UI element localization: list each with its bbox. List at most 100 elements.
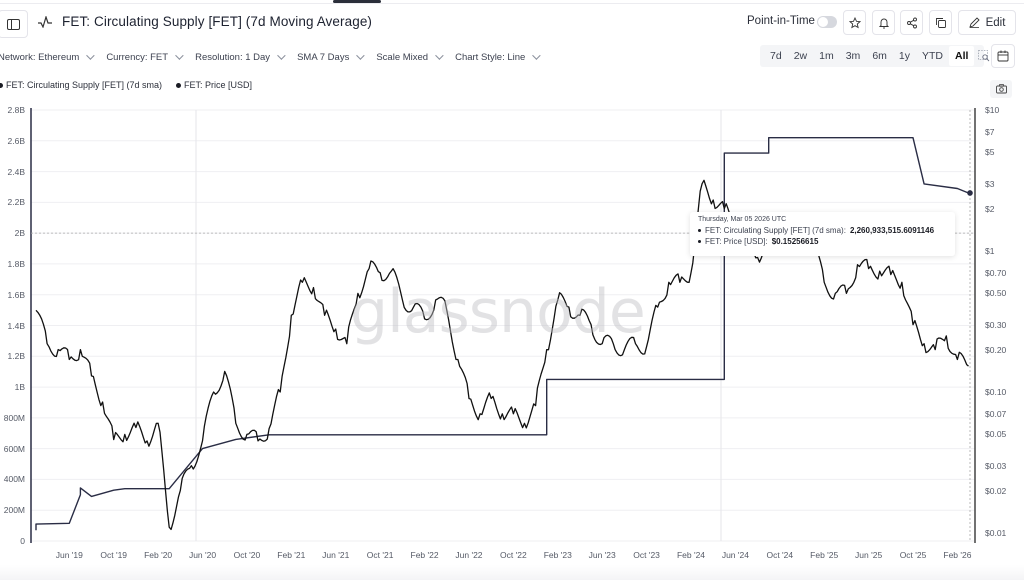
range-all[interactable]: All	[949, 46, 975, 66]
x-tick-label: Jun '24	[721, 550, 749, 560]
point-in-time-toggle[interactable]	[817, 16, 837, 28]
x-tick-label: Jun '23	[588, 550, 616, 560]
legend-item-price[interactable]: FET: Price [USD]	[176, 80, 252, 90]
filter-label: Chart Style: Line	[455, 51, 526, 63]
x-tick-label: Oct '25	[899, 550, 927, 560]
share-icon	[906, 17, 917, 28]
range-1y[interactable]: 1y	[898, 50, 910, 62]
watermark: glassnode	[350, 277, 646, 347]
chart-legend: FET: Circulating Supply [FET] (7d sma) F…	[0, 80, 252, 90]
y-right-tick-label: $0.01	[985, 528, 1007, 538]
filter-bar: Network: Ethereum Currency: FET Resoluti…	[0, 50, 552, 64]
chart-style-filter[interactable]: Chart Style: Line	[455, 50, 550, 64]
date-picker-button[interactable]	[991, 44, 1015, 68]
legend-label: FET: Circulating Supply [FET] (7d sma)	[6, 80, 163, 90]
supply-series-line	[35, 136, 969, 531]
filter-label: Currency: FET	[106, 51, 169, 63]
sidebar-icon	[6, 18, 20, 30]
y-left-tick-label: 1.2B	[7, 351, 26, 362]
bottom-edge	[0, 565, 1024, 580]
alert-button[interactable]	[872, 10, 895, 35]
range-7d[interactable]: 7d	[770, 50, 782, 62]
filter-label: Scale Mixed	[376, 51, 429, 63]
range-2w[interactable]: 2w	[793, 50, 808, 62]
y-right-tick-label: $0.10	[985, 387, 1007, 397]
y-left-tick-label: 1B	[14, 382, 25, 393]
x-tick-label: Jun '22	[455, 550, 483, 560]
x-tick-label: Oct '22	[500, 550, 527, 560]
x-tick-label: Jun '21	[322, 550, 350, 560]
network-filter[interactable]: Network: Ethereum	[0, 50, 104, 64]
x-tick-label: Jun '20	[188, 550, 217, 560]
active-tab-indicator	[333, 0, 381, 3]
zoom-select-button[interactable]	[978, 49, 990, 63]
camera-icon	[995, 84, 1007, 94]
y-right-tick-label: $0.70	[985, 267, 1007, 278]
chart-tooltip: Thursday, Mar 05 2026 UTC FET: Circulati…	[690, 212, 955, 256]
tooltip-row-price: FET: Price [USD]: $0.15256615	[698, 236, 947, 247]
range-1m[interactable]: 1m	[819, 50, 834, 62]
sidebar-toggle-button[interactable]	[0, 10, 28, 38]
tooltip-value: 2,260,933,515.6091146	[849, 226, 935, 235]
sma-filter[interactable]: SMA 7 Days	[297, 50, 374, 64]
y-right-tick-label: $0.30	[985, 319, 1007, 330]
x-tick-label: Oct '20	[233, 550, 261, 560]
metric-icon	[38, 16, 52, 28]
copy-icon	[935, 17, 946, 28]
y-left-tick-label: 2.2B	[7, 197, 26, 208]
x-tick-label: Feb '21	[277, 550, 306, 560]
y-left-tick-label: 600M	[3, 443, 25, 454]
tooltip-bullet	[698, 240, 701, 243]
x-tick-label: Jun '19	[55, 550, 83, 560]
pencil-icon	[968, 17, 980, 28]
screenshot-button[interactable]	[990, 80, 1012, 98]
range-3m[interactable]: 3m	[845, 50, 861, 62]
y-right-tick-label: $5	[985, 147, 995, 158]
y-left-tick-label: 200M	[3, 505, 25, 516]
x-tick-label: Feb '22	[410, 550, 439, 560]
favorite-button[interactable]	[843, 10, 866, 35]
y-right-tick-label: $0.05	[985, 429, 1007, 440]
calendar-icon	[997, 50, 1009, 62]
y-right-tick-label: $0.02	[985, 485, 1007, 496]
y-right-tick-label: $7	[985, 126, 995, 137]
tooltip-value: $0.15256615	[771, 237, 819, 246]
tooltip-row-supply: FET: Circulating Supply [FET] (7d sma): 2…	[698, 225, 947, 236]
x-tick-label: Feb '25	[810, 550, 839, 560]
x-tick-label: Feb '23	[543, 550, 572, 560]
tooltip-label: FET: Circulating Supply [FET] (7d sma):	[705, 226, 846, 235]
range-ytd[interactable]: YTD	[922, 50, 943, 62]
y-left-tick-label: 400M	[3, 474, 25, 485]
time-range-selector: 7d 2w 1m 3m 6m 1y YTD All	[760, 45, 990, 67]
y-right-tick-label: $2	[985, 203, 995, 214]
edit-button[interactable]: Edit	[958, 10, 1016, 35]
point-in-time-label: Point-in-Time	[747, 15, 815, 27]
y-right-tick-label: $0.03	[985, 460, 1007, 471]
y-left-tick-label: 1.8B	[7, 258, 26, 269]
filter-label: Resolution: 1 Day	[195, 51, 271, 63]
x-tick-label: Oct '21	[366, 550, 394, 560]
hover-point-marker	[967, 190, 973, 196]
share-button[interactable]	[900, 10, 923, 35]
legend-item-supply[interactable]: FET: Circulating Supply [FET] (7d sma)	[0, 80, 162, 90]
duplicate-button[interactable]	[929, 10, 952, 35]
y-left-tick-label: 1.4B	[7, 320, 26, 331]
filter-label: Network: Ethereum	[0, 51, 80, 63]
x-tick-label: Feb '20	[144, 550, 173, 560]
scale-filter[interactable]: Scale Mixed	[376, 50, 453, 64]
y-right-tick-label: $0.20	[985, 344, 1007, 355]
y-left-tick-label: 2.8B	[7, 105, 26, 115]
currency-filter[interactable]: Currency: FET	[106, 50, 193, 64]
y-left-tick-label: 2.4B	[7, 166, 26, 177]
top-tab-strip	[0, 0, 1024, 4]
x-tick-label: Jun '25	[855, 550, 883, 560]
resolution-filter[interactable]: Resolution: 1 Day	[195, 50, 295, 64]
chart-header: FET: Circulating Supply [FET] (7d Moving…	[0, 6, 1024, 38]
x-tick-label: Oct '23	[633, 550, 660, 560]
y-left-tick-label: 0	[20, 536, 25, 546]
x-tick-label: Feb '24	[676, 550, 706, 560]
bell-icon	[878, 18, 889, 28]
toggle-knob	[818, 17, 828, 27]
range-6m[interactable]: 6m	[872, 50, 887, 62]
y-right-tick-label: $0.50	[985, 288, 1007, 299]
